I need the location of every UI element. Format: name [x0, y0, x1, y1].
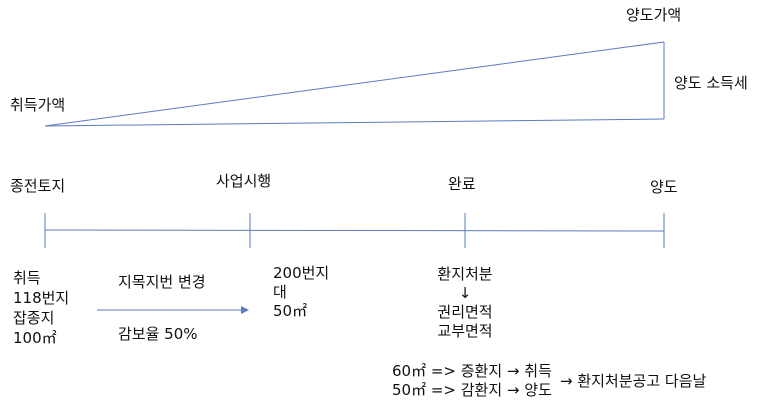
after-change-line: 200번지 [273, 264, 330, 282]
note-row-increase: 60㎡ => 증환지 → 취득 [392, 362, 552, 380]
timeline-label-project: 사업시행 [216, 172, 272, 190]
triangle-base-line [44, 118, 665, 127]
triangle-slope-line [44, 41, 665, 127]
note-result: → 환지처분공고 다음날 [560, 372, 707, 390]
acquisition-price-label: 취득가액 [10, 96, 66, 114]
note-row-decrease: 50㎡ => 감환지 → 양도 [392, 381, 552, 399]
acquisition-line: 118번지 [13, 289, 70, 307]
disposition-line: 교부면적 [437, 322, 493, 340]
disposition-line: 권리면적 [437, 303, 493, 321]
after-change-line: 50㎡ [273, 302, 308, 320]
after-change-block: 200번지 대 50㎡ [273, 264, 329, 321]
timeline-label-start: 종전토지 [10, 177, 66, 195]
down-arrow-icon: ↓ [458, 284, 472, 302]
acquisition-line: 취득 [13, 269, 41, 287]
transfer-income-tax-label: 양도 소득세 [674, 74, 748, 92]
acquisition-block: 취득 118번지 잡종지 100㎡ [13, 268, 69, 348]
timeline-label-transfer: 양도 [650, 178, 678, 196]
acquisition-line: 잡종지 [13, 309, 55, 327]
disposition-title: 환지처분 [437, 265, 493, 283]
disposition-block: 환지처분 ↓ 권리면적 교부면적 [420, 265, 510, 341]
reduction-rate-label: 감보율 50% [118, 325, 198, 343]
land-category-change-label: 지목지번 변경 [118, 273, 206, 291]
after-change-line: 대 [273, 283, 287, 301]
timeline-axis [44, 229, 665, 232]
timeline-label-complete: 완료 [448, 175, 476, 193]
transfer-price-label: 양도가액 [626, 6, 682, 24]
acquisition-line: 100㎡ [13, 329, 57, 347]
